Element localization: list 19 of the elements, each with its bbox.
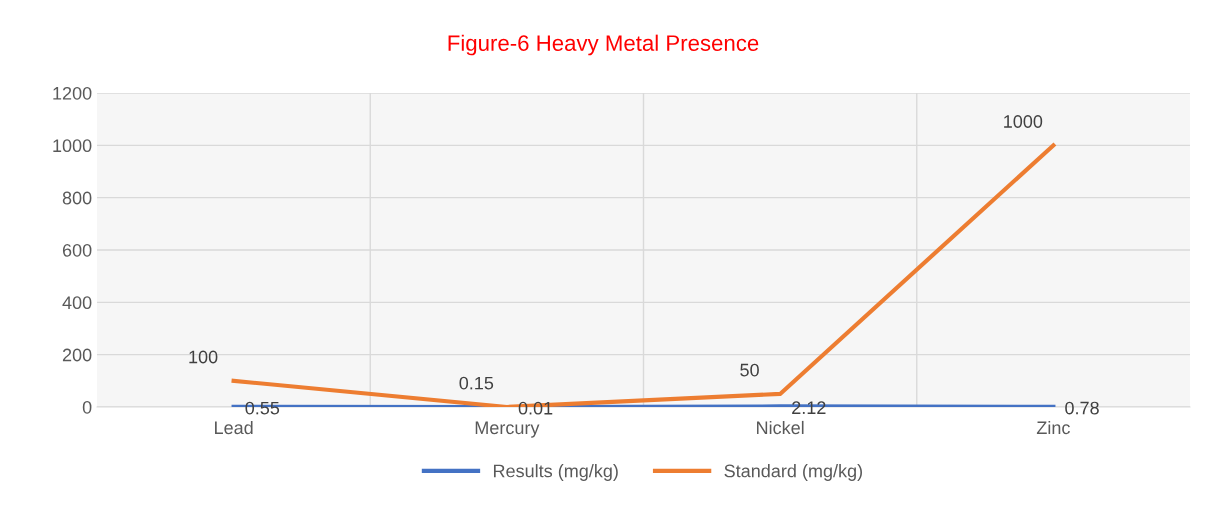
data-label: 0.78 [1065,401,1099,415]
data-label: 1000 [1004,115,1043,128]
x-tick-label: Zinc [1036,420,1070,435]
data-label: 100 [189,350,218,364]
y-tick-label: 1000 [53,139,92,153]
x-tick-label: Nickel [757,420,804,435]
y-tick-label: 1200 [53,86,92,100]
y-tick-label: 0 [82,400,92,414]
y-tick-label: 200 [62,348,92,362]
y-tick-label: 800 [62,191,92,205]
legend-label: Standard (mg/kg) [724,464,862,481]
data-label: 50 [740,363,759,377]
y-tick-label: 600 [62,243,92,257]
x-tick-label: Lead [215,420,253,435]
x-tick-label: Mercury [475,421,540,438]
y-tick-label: 400 [62,296,92,310]
chart-title: Figure-6 Heavy Metal Presence [448,34,759,56]
data-label: 0.15 [459,376,494,390]
legend-label: Results (mg/kg) [493,464,618,481]
